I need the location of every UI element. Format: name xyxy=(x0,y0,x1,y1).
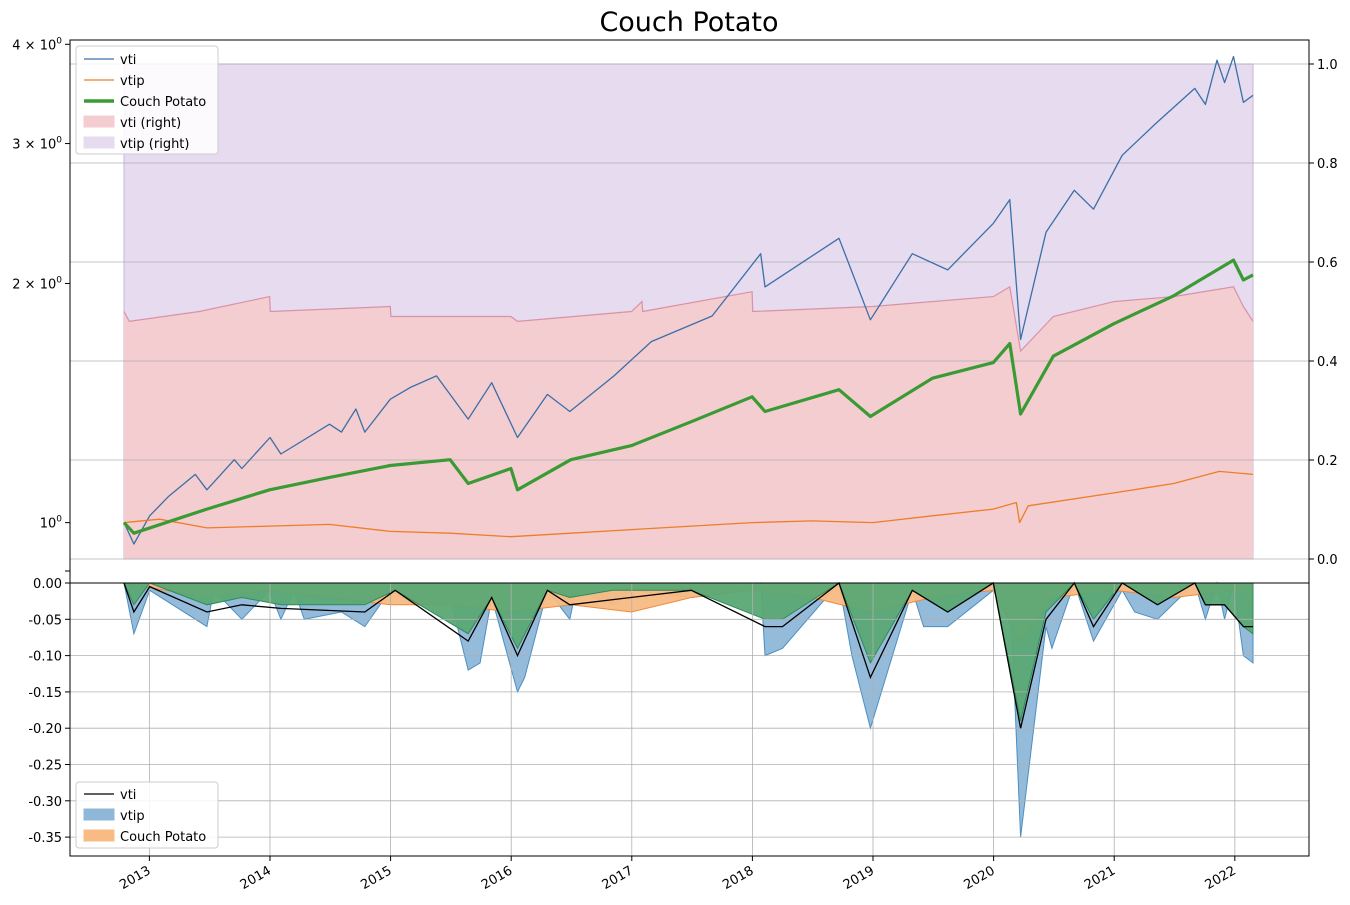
y-tick-label: -0.10 xyxy=(28,650,62,665)
drawdown-line-vti xyxy=(123,581,1253,729)
series-line-couch-potato xyxy=(122,258,1254,535)
vti-right-edge xyxy=(123,285,1254,353)
legend-label: vti (right) xyxy=(120,116,181,131)
y-tick-label: 2 × 100 xyxy=(12,275,62,292)
series-line-vti xyxy=(123,55,1254,545)
y2-tick-label: 1.0 xyxy=(1317,58,1338,73)
y-tick-label: 0.00 xyxy=(33,577,62,592)
y2-tick-label: 0.6 xyxy=(1317,256,1338,271)
y-tick-label: -0.05 xyxy=(28,613,62,628)
top-legend: vti vtip Couch Potato vti (right) vtip (righ… xyxy=(75,45,219,155)
y-tick-label: 100 xyxy=(40,515,63,532)
legend-swatch xyxy=(83,829,115,842)
bottom-axes-frame xyxy=(69,582,1310,857)
y-tick-label: -0.15 xyxy=(28,686,62,701)
y-tick-label: 4 × 100 xyxy=(12,36,62,53)
legend-swatch xyxy=(83,115,115,128)
y-tick-label: -0.20 xyxy=(28,722,62,737)
y2-tick-label: 0.4 xyxy=(1317,355,1338,370)
legend-label: vtip xyxy=(120,74,145,89)
y2-tick-label: 0.2 xyxy=(1317,454,1338,469)
legend-label: vti xyxy=(120,53,136,68)
y2-tick-label: 0.0 xyxy=(1317,553,1338,568)
y-tick-label: -0.35 xyxy=(28,831,62,846)
legend-label: Couch Potato xyxy=(120,95,206,110)
y-tick-label: -0.30 xyxy=(28,795,62,810)
legend-swatch xyxy=(83,136,115,149)
series-line-vtip xyxy=(123,470,1254,538)
y-tick-label: 3 × 100 xyxy=(12,136,62,153)
legend-label: vtip (right) xyxy=(120,137,189,152)
legend-label: vti xyxy=(120,788,136,803)
legend-label: vtip xyxy=(120,809,145,824)
bottom-legend: vti vtip Couch Potato xyxy=(75,781,219,849)
legend-swatch xyxy=(83,808,115,821)
legend-label: Couch Potato xyxy=(120,830,206,845)
y2-tick-label: 0.8 xyxy=(1317,157,1338,172)
y-tick-label: -0.25 xyxy=(28,759,62,774)
chart-title: Couch Potato xyxy=(599,7,778,38)
